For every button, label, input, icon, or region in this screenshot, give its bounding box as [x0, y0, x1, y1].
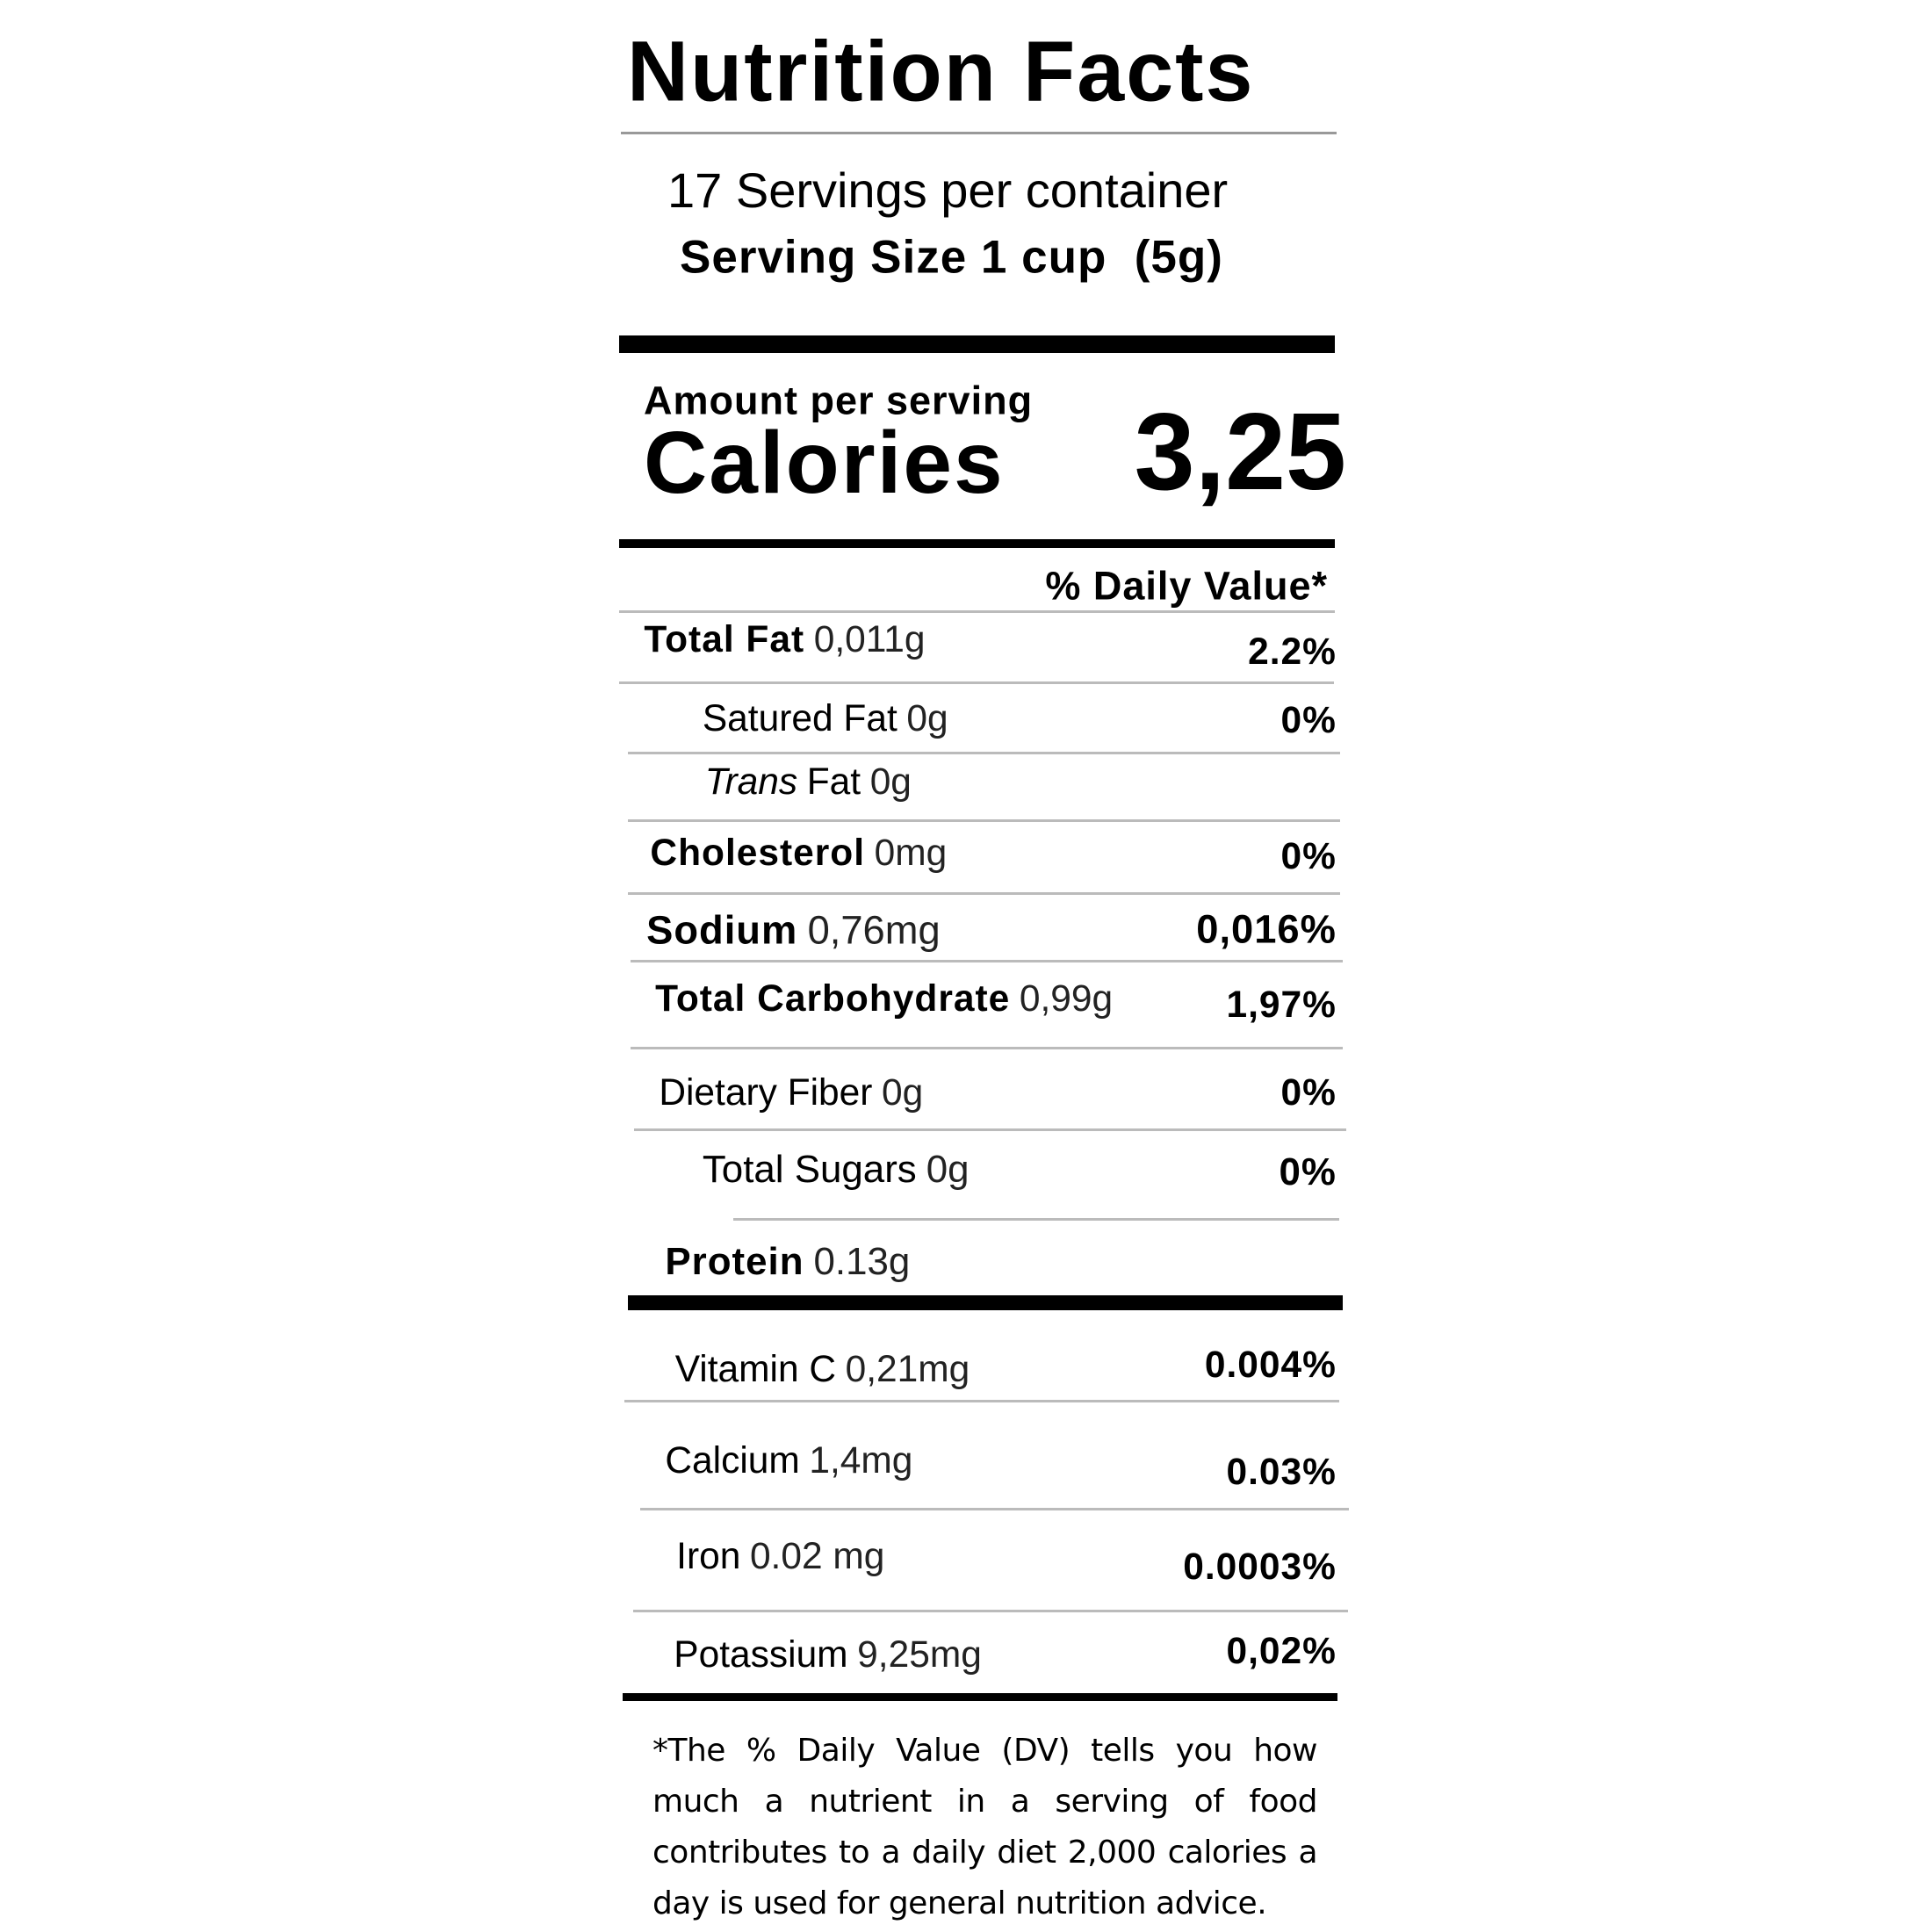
nutrient-amount: 0,21mg	[845, 1347, 970, 1389]
nutrient-amount: 0,011g	[813, 617, 926, 660]
nutrient-label: Vitamin C 0,21mg	[675, 1350, 970, 1387]
divider	[619, 610, 1335, 613]
nutrient-amount: 0,76mg	[807, 907, 941, 953]
daily-value: 0.0003%	[1183, 1545, 1337, 1587]
divider	[627, 892, 1341, 896]
nutrient-label: Total Fat 0,011g	[644, 620, 925, 657]
calories-label: Calories	[644, 414, 1005, 512]
serving-size: Serving Size 1 cup (5g)	[680, 231, 1223, 284]
divider	[624, 1400, 1339, 1402]
servings: 17 Servings per container	[667, 162, 1229, 218]
nutrient-amount: 1,4mg	[809, 1439, 913, 1481]
thick-bar	[619, 335, 1335, 353]
daily-value: 0%	[1279, 1150, 1337, 1194]
nutrient-label: Satured Fat 0g	[702, 697, 948, 739]
nutrient-amount: 0.02 mg	[749, 1535, 885, 1577]
divider	[621, 132, 1337, 134]
nutrient-label: Potassium 9,25mg	[674, 1633, 982, 1676]
nutrient-name: Total Fat	[644, 617, 805, 660]
nutrient-name: Cholesterol	[650, 831, 866, 873]
nutrient-name: Calcium	[665, 1439, 800, 1481]
nutrient-name: Fat	[806, 761, 861, 803]
divider	[634, 1128, 1347, 1132]
divider	[619, 681, 1335, 684]
nutrient-name: Protein	[665, 1239, 804, 1283]
title: Nutrition Facts	[627, 23, 1255, 119]
nutrient-name: Potassium	[674, 1633, 848, 1676]
nutrient-label: Cholesterol 0mg	[650, 831, 948, 873]
nutrient-label: Trans Fat 0g	[704, 761, 912, 803]
divider	[627, 1295, 1343, 1311]
nutrient-amount: 9,25mg	[857, 1633, 982, 1676]
nutrient-amount: 0g	[869, 761, 912, 803]
divider	[627, 818, 1341, 822]
nutrient-label: Iron 0.02 mg	[676, 1535, 885, 1577]
nutrient-label: Total Sugars 0g	[703, 1150, 970, 1189]
nutrient-label: Calcium 1,4mg	[665, 1439, 913, 1481]
divider	[627, 752, 1341, 755]
nutrient-name: Total Sugars	[702, 1148, 917, 1192]
footnote: *The % Daily Value (DV) tells you how mu…	[652, 1733, 1318, 1921]
daily-value: 2.2%	[1248, 630, 1337, 672]
divider	[623, 1693, 1338, 1701]
daily-value: 0,016%	[1196, 905, 1337, 951]
nutrient-amount: 0g	[882, 1071, 924, 1114]
nutrient-name: Satured Fat	[702, 697, 898, 739]
daily-value: 0,02%	[1226, 1629, 1337, 1671]
nutrient-name-italic: Trans	[704, 761, 798, 803]
nutrient-name: Iron	[676, 1535, 741, 1577]
daily-value-header: % Daily Value*	[1045, 563, 1328, 609]
daily-value: 0%	[1280, 1071, 1337, 1114]
amount-per-serving: Amount per serving	[644, 378, 1034, 423]
nutrient-label: Protein 0.13g	[665, 1243, 910, 1281]
nutrient-amount: 0g	[906, 697, 948, 739]
nutrient-amount: 0mg	[874, 831, 948, 873]
nutrient-amount: 0,99g	[1019, 977, 1114, 1019]
nutrient-name: Sodium	[646, 907, 798, 953]
daily-value: 0.004%	[1204, 1344, 1337, 1386]
nutrient-name: Vitamin C	[674, 1347, 837, 1389]
divider	[630, 1047, 1343, 1049]
divider	[640, 1508, 1350, 1511]
daily-value: 0%	[1280, 835, 1337, 877]
daily-value: 0%	[1280, 698, 1337, 740]
daily-value: 1,97%	[1226, 983, 1337, 1025]
divider	[630, 959, 1343, 962]
nutrient-amount: 0.13g	[813, 1239, 911, 1283]
divider	[632, 1610, 1348, 1613]
nutrient-name: Total Carbohydrate	[655, 977, 1011, 1019]
nutrient-label: Sodium 0,76mg	[646, 910, 941, 949]
divider	[733, 1218, 1339, 1222]
calories-value: 3,25	[1134, 392, 1346, 513]
nutrient-label: Total Carbohydrate 0,99g	[655, 977, 1114, 1019]
nutrient-label: Dietary Fiber 0g	[659, 1071, 924, 1114]
nutrient-name: Dietary Fiber	[659, 1071, 873, 1114]
daily-value: 0.03%	[1226, 1450, 1337, 1492]
thick-bar	[619, 539, 1335, 548]
nutrient-amount: 0g	[926, 1148, 970, 1192]
